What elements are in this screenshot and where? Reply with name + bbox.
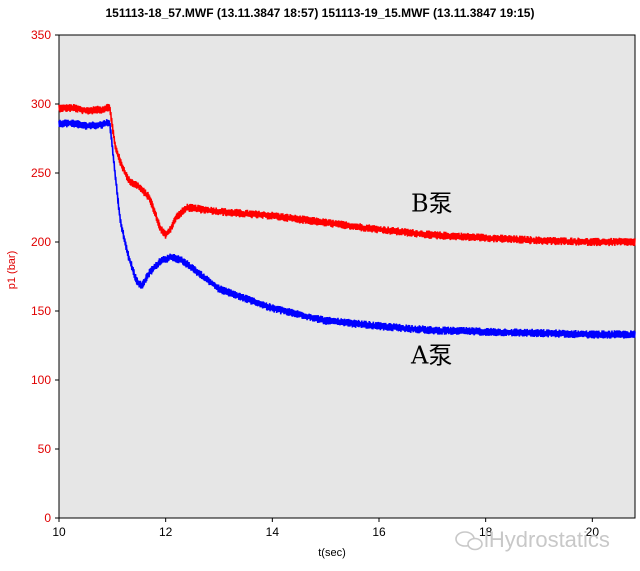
series-group <box>58 103 636 339</box>
annotation-label: A泵 <box>410 341 452 369</box>
chart-title: 151113-18_57.MWF (13.11.3847 18:57) 1511… <box>106 6 535 20</box>
x-tick-label: 10 <box>52 525 66 539</box>
plot-area <box>58 34 636 519</box>
y-tick-label: 250 <box>31 166 51 180</box>
series-0 <box>58 103 636 247</box>
y-tick-label: 0 <box>44 511 51 525</box>
y-tick-label: 150 <box>31 304 51 318</box>
x-tick-label: 18 <box>479 525 493 539</box>
y-tick-label: 350 <box>31 28 51 42</box>
y-axis-label: p1 (bar) <box>6 251 18 290</box>
watermark: lHydrostatics <box>455 527 610 552</box>
y-axis: 0 50 100 150 200 250 300 350 <box>31 28 59 525</box>
y-tick-label: 200 <box>31 235 51 249</box>
wechat-icon <box>455 531 483 551</box>
x-axis: 10 12 14 16 18 20 <box>52 518 599 539</box>
x-tick-label: 14 <box>266 525 280 539</box>
watermark-text: lHydrostatics <box>484 527 610 552</box>
x-tick-label: 12 <box>159 525 173 539</box>
x-axis-label: t(sec) <box>318 547 346 559</box>
y-tick-label: 50 <box>38 442 52 456</box>
y-tick-label: 300 <box>31 97 51 111</box>
series-1 <box>58 119 636 339</box>
x-tick-label: 20 <box>586 525 600 539</box>
series-1-line <box>58 119 636 339</box>
annotation-label: B泵 <box>411 190 453 218</box>
x-tick-label: 16 <box>372 525 386 539</box>
series-0-line <box>58 103 636 247</box>
annotations: B泵 A泵 <box>410 190 453 370</box>
y-tick-label: 100 <box>31 373 51 387</box>
